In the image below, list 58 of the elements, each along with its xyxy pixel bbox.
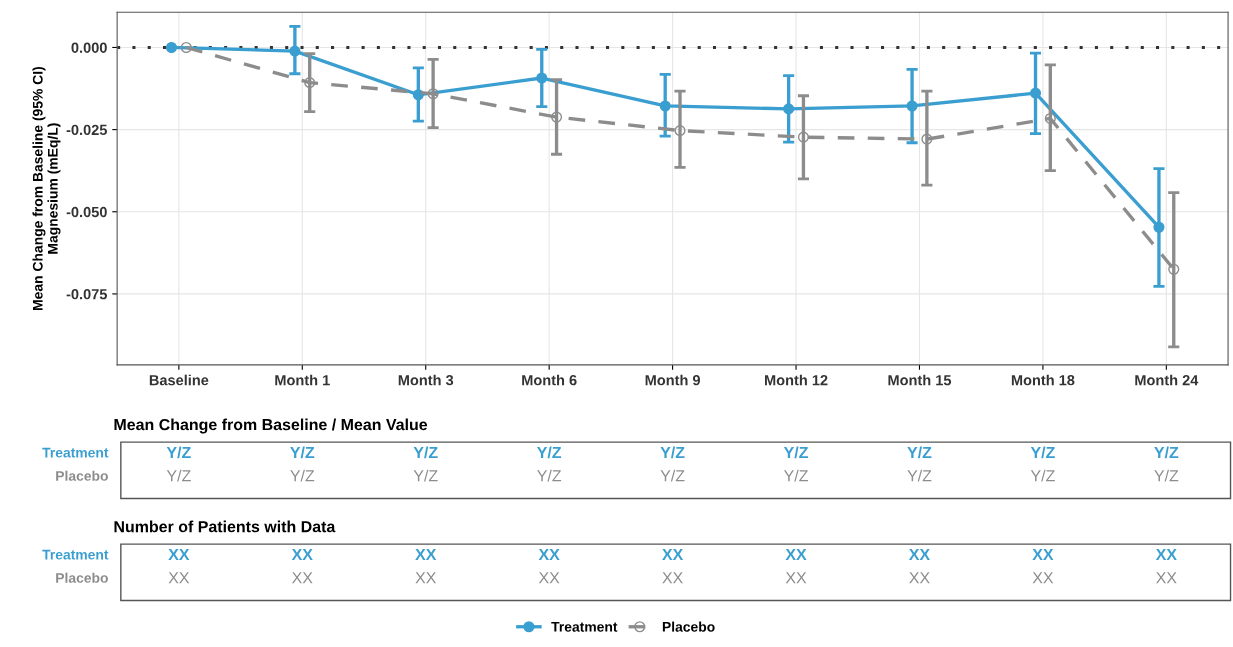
text: Placebo [56, 572, 108, 583]
text: Y/Z [907, 469, 932, 482]
text: XX [168, 548, 190, 560]
text: XX [1032, 548, 1054, 560]
text: Y/Z [660, 446, 685, 459]
legend-label: Treatment [551, 622, 618, 632]
text: XX [415, 548, 437, 560]
text: Y/Z [537, 446, 562, 459]
x-tick-label: Month 12 [765, 374, 828, 386]
y-tick-label: -0.075 [66, 289, 108, 300]
x-tick-label: Month 24 [1135, 374, 1199, 386]
text: XX [538, 572, 560, 584]
text: Y/Z [166, 469, 191, 482]
text: Y/Z [413, 469, 438, 482]
text: XX [1155, 548, 1177, 560]
text: XX [908, 548, 930, 560]
text: Y/Z [290, 469, 315, 482]
text: XX [785, 572, 807, 584]
text: Y/Z [413, 446, 438, 459]
legend-label: Placebo [662, 621, 715, 632]
x-tick-label: Month 1 [275, 374, 330, 386]
text: Treatment [42, 447, 109, 458]
text: Y/Z [907, 446, 932, 459]
text: Mean Change from Baseline / Mean Value [114, 418, 428, 434]
text: Y/Z [1154, 469, 1179, 482]
y-axis-title: Mean Change from Baseline (95% CI) Magnesium (mEq/L) [32, 66, 61, 310]
text: XX [909, 572, 930, 584]
text: XX [785, 548, 807, 560]
y-tick-label: -0.050 [66, 206, 107, 218]
y-tick-label: -0.025 [66, 124, 108, 136]
x-tick-label: Month 9 [645, 374, 701, 386]
x-tick-label: Month 6 [522, 374, 577, 386]
text: XX [662, 548, 684, 560]
text: XX [415, 572, 437, 584]
text: XX [662, 572, 683, 584]
text: Y/Z [1030, 446, 1055, 459]
text: XX [1156, 572, 1177, 584]
text: XX [291, 548, 313, 560]
text: Y/Z [290, 446, 315, 459]
text: Y/Z [783, 446, 808, 459]
x-tick-label: Baseline [149, 374, 209, 386]
text: Treatment [42, 549, 109, 560]
text: XX [1032, 572, 1054, 584]
text: XX [168, 572, 190, 584]
text: Y/Z [783, 469, 808, 482]
text: Placebo [56, 470, 108, 481]
text: Y/Z [1030, 469, 1055, 482]
x-tick-label: Month 15 [888, 374, 952, 386]
text: Y/Z [1154, 446, 1179, 459]
text: Number of Patients with Data [114, 520, 336, 533]
text: Y/Z [660, 469, 685, 482]
y-tick-label: 0.000 [71, 42, 107, 53]
x-tick-label: Month 3 [398, 374, 454, 386]
text: XX [292, 572, 313, 584]
text: Y/Z [166, 446, 191, 459]
text: Y/Z [537, 469, 562, 482]
text: XX [538, 548, 560, 560]
x-tick-label: Month 18 [1011, 374, 1075, 386]
